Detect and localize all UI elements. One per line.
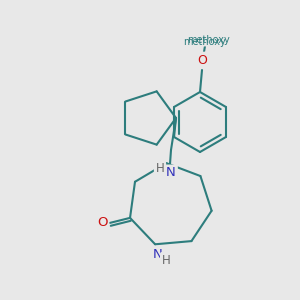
Text: N: N (152, 248, 162, 261)
Text: H: H (156, 163, 164, 176)
Text: H: H (162, 254, 170, 267)
Text: O: O (197, 53, 207, 67)
Text: O: O (97, 216, 107, 230)
Text: methoxy: methoxy (187, 35, 230, 45)
Text: N: N (166, 167, 176, 179)
Text: methoxy: methoxy (184, 37, 226, 47)
